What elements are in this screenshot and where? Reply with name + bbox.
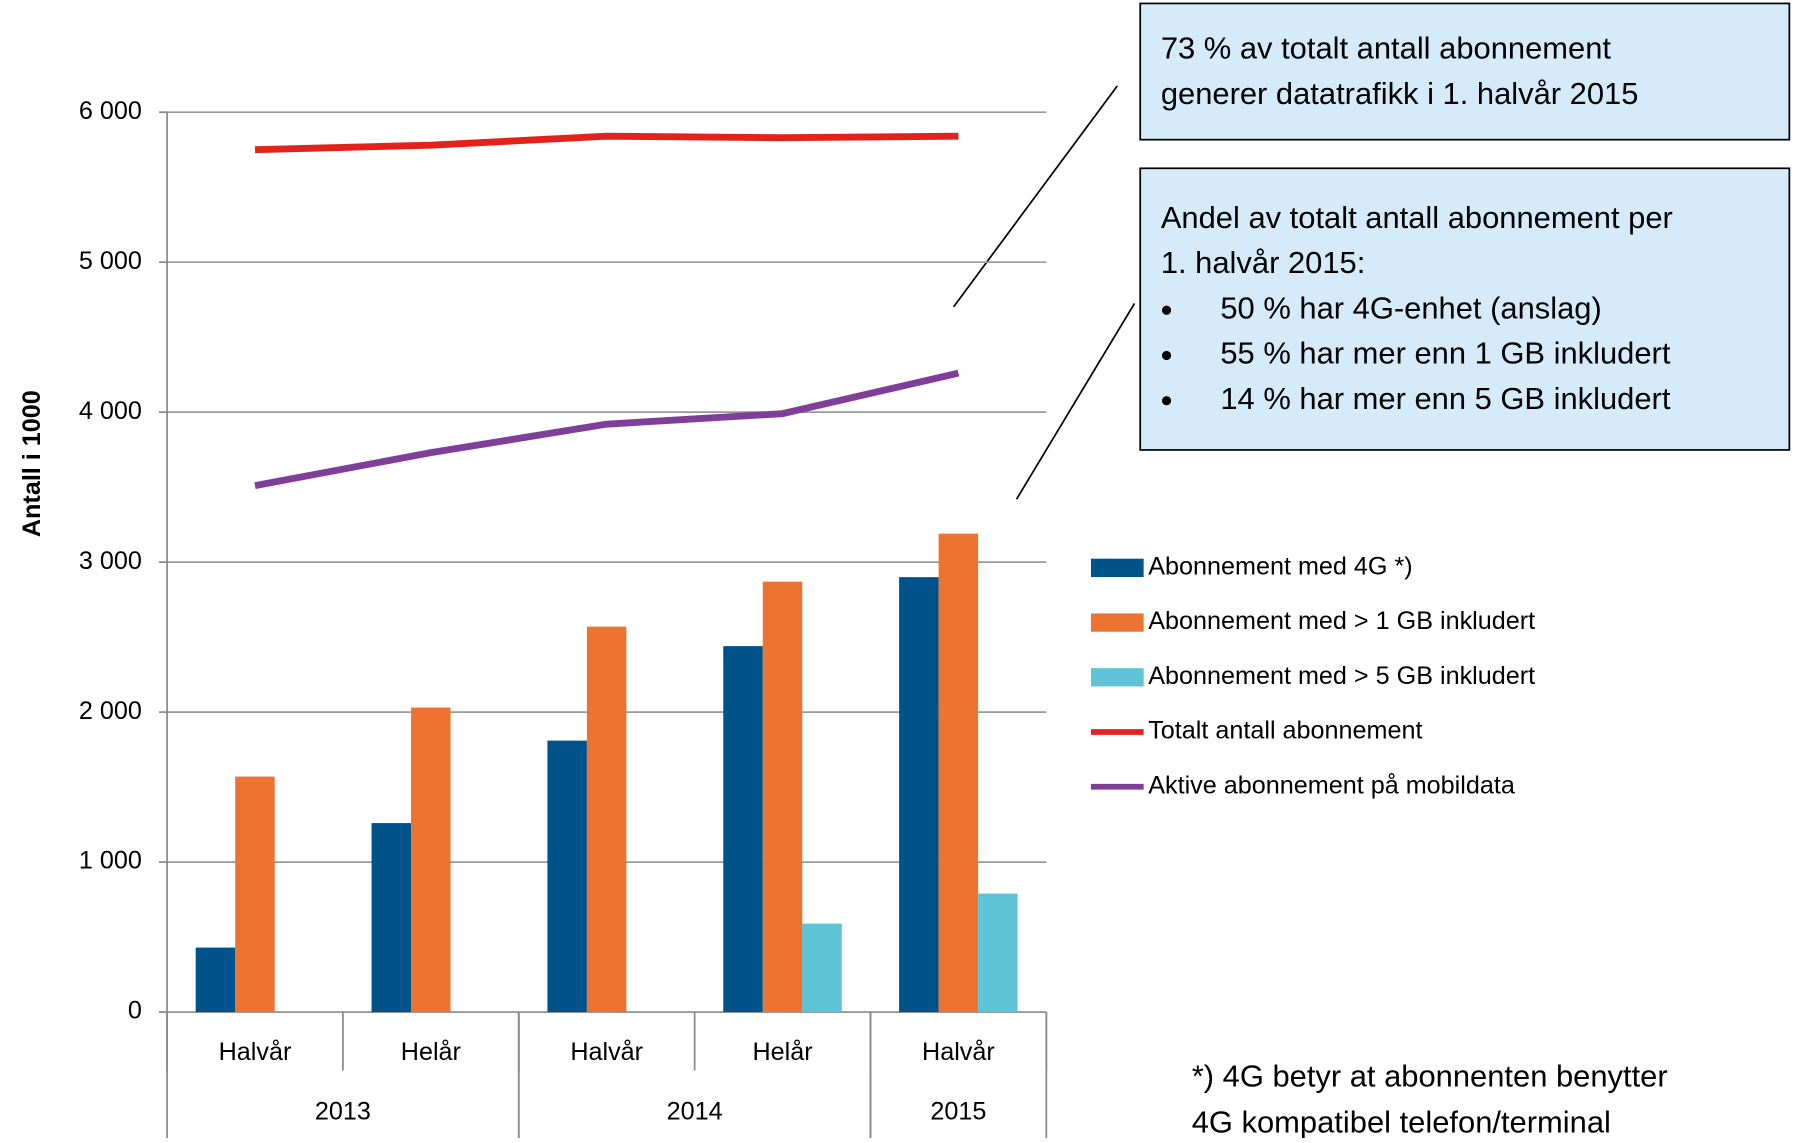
annotation-bullet: 14 % har mer enn 5 GB inkludert xyxy=(1220,381,1671,416)
x-tick-label: Helår xyxy=(752,1038,812,1066)
bar xyxy=(978,893,1018,1013)
bar xyxy=(371,823,412,1013)
y-tick-label: 6 000 xyxy=(79,97,142,125)
x-tick-label: Halvår xyxy=(922,1038,995,1066)
annotation-text: 1. halvår 2015: xyxy=(1161,245,1365,280)
legend-label: Aktive abonnement på mobildata xyxy=(1148,771,1515,799)
bullet xyxy=(1161,350,1172,361)
legend-swatch xyxy=(1090,558,1144,578)
footnote: *) 4G betyr at abonnenten benytter xyxy=(1192,1059,1668,1094)
bar xyxy=(586,626,627,1013)
annotation-text: 73 % av totalt antall abonnement xyxy=(1161,31,1612,66)
annotation-text: generer datatrafikk i 1. halvår 2015 xyxy=(1161,76,1639,111)
bar xyxy=(762,581,803,1013)
bar xyxy=(235,776,275,1013)
x-tick-label: Helår xyxy=(401,1038,461,1066)
legend-label: Abonnement med > 5 GB inkludert xyxy=(1148,662,1535,690)
annotation-box xyxy=(1139,167,1791,451)
line-series xyxy=(254,369,960,490)
y-tick-label: 4 000 xyxy=(79,397,142,425)
callout-line xyxy=(1015,302,1136,500)
footnote: 4G kompatibel telefon/terminal xyxy=(1192,1104,1611,1138)
annotation-box xyxy=(1139,2,1791,141)
y-tick-label: 2 000 xyxy=(79,697,142,725)
y-tick-label: 3 000 xyxy=(79,547,142,575)
y-tick-label: 5 000 xyxy=(79,247,142,275)
x-tick-label: Halvår xyxy=(219,1038,292,1066)
year-label: 2015 xyxy=(930,1097,986,1125)
annotation-bullet: 55 % har mer enn 1 GB inkludert xyxy=(1220,336,1671,371)
legend-swatch xyxy=(1090,613,1144,632)
y-axis-label: Antall i 1000 xyxy=(18,390,46,537)
year-label: 2014 xyxy=(667,1097,723,1125)
bar xyxy=(195,947,236,1013)
y-tick-label: 0 xyxy=(128,997,142,1025)
year-label: 2013 xyxy=(315,1097,371,1125)
x-tick-label: Halvår xyxy=(570,1038,643,1066)
legend-label: Abonnement med 4G *) xyxy=(1148,553,1412,581)
bar xyxy=(938,533,979,1013)
bar xyxy=(411,707,451,1013)
callout-line xyxy=(952,85,1119,308)
legend-swatch xyxy=(1090,668,1144,687)
legend-label: Totalt antall abonnement xyxy=(1148,717,1422,745)
legend-label: Abonnement med > 1 GB inkludert xyxy=(1148,607,1535,635)
y-tick-label: 1 000 xyxy=(79,847,142,875)
bar xyxy=(899,577,939,1013)
bullet xyxy=(1161,305,1172,315)
annotation-bullet: 50 % har 4G-enhet (anslag) xyxy=(1220,290,1601,325)
line-series xyxy=(254,132,959,154)
annotation-text: Andel av totalt antall abonnement per xyxy=(1161,200,1673,235)
bullet xyxy=(1161,396,1172,406)
bar xyxy=(723,646,763,1013)
bar xyxy=(802,923,842,1013)
bar xyxy=(547,740,587,1013)
